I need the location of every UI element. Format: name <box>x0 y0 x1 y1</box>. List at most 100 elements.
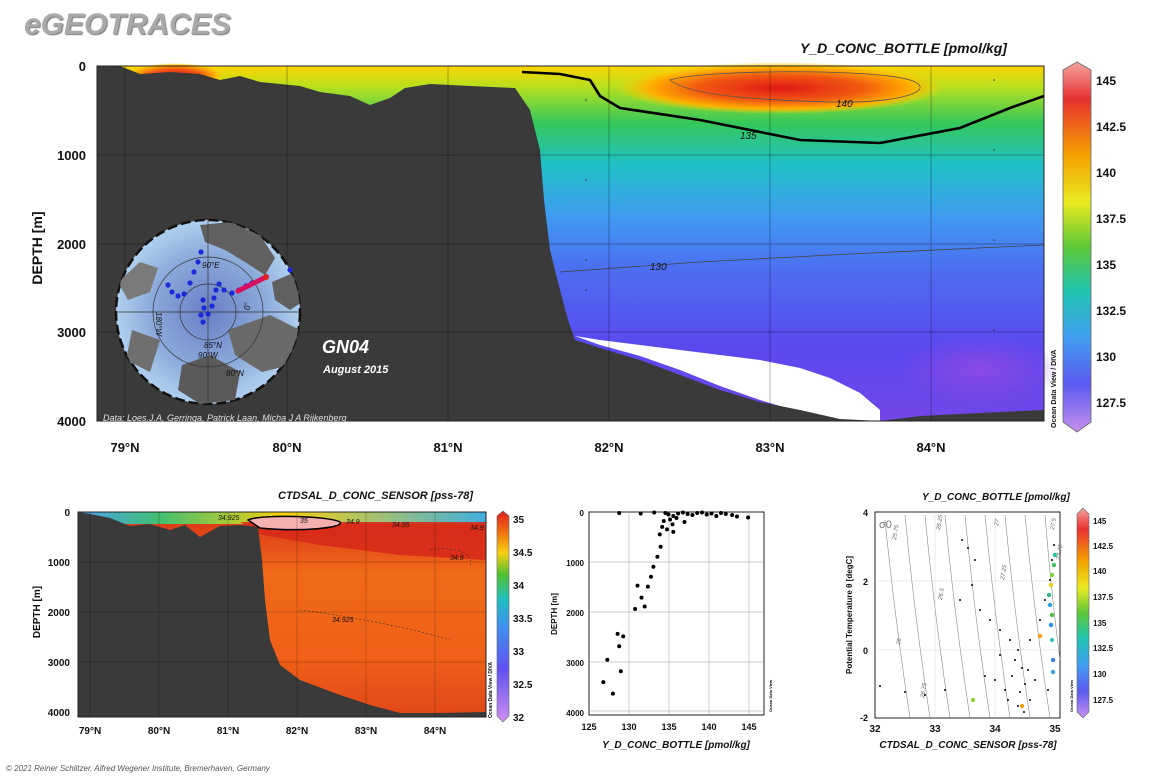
ts-isopycnal-label: 27.5 <box>1050 517 1058 531</box>
profile-points <box>601 510 751 696</box>
profile-point <box>709 511 714 516</box>
salinity-bathymetry <box>78 512 486 717</box>
ts-colorbar-tick: 145 <box>1093 517 1107 526</box>
main-contour-label-140: 140 <box>836 99 853 110</box>
profile-point <box>700 510 704 515</box>
ts-isopycnal-label: 26 <box>896 637 903 646</box>
profile-point <box>610 691 615 696</box>
ts-isopycnal-label: 27.25 <box>1000 564 1009 581</box>
profile-point <box>674 516 679 520</box>
profile-point <box>660 524 665 529</box>
salinity-y-tick: 1000 <box>48 558 71 569</box>
inset-label-85n: 85°N <box>204 341 222 350</box>
main-x-tick: 81°N <box>433 440 462 455</box>
salinity-colorbar: 35 34.5 34 33.5 33 32.5 32 Ocean Data Vi… <box>488 510 533 724</box>
profile-x-tick: 145 <box>741 722 756 732</box>
profile-gridlines <box>589 512 764 715</box>
ts-y-tick: 2 <box>863 577 868 587</box>
profile-y-ticks: 0 1000 2000 3000 4000 <box>566 509 584 718</box>
profile-point <box>661 519 666 523</box>
main-colorbar-tick: 135 <box>1096 258 1116 272</box>
salinity-contour-label: 35 <box>300 518 308 525</box>
profile-y-tick: 1000 <box>566 559 584 568</box>
main-colorbar-tick: 142.5 <box>1096 120 1126 134</box>
salinity-y-axis-label: DEPTH [m] <box>32 586 43 638</box>
ts-colorbar-scale <box>1076 507 1090 719</box>
main-station-dots <box>585 79 995 331</box>
profile-y-tick: 4000 <box>566 709 584 718</box>
main-y-tick: 2000 <box>57 237 86 252</box>
profile-plot: 125 130 135 140 145 0 1000 2000 3000 400… <box>550 509 773 751</box>
ts-isopycnal-label: 27.75 <box>1056 544 1065 561</box>
profile-point <box>666 512 671 517</box>
profile-point <box>671 529 676 534</box>
main-contour-130 <box>559 244 1045 273</box>
profile-x-ticks: 125 130 135 140 145 <box>581 722 756 732</box>
main-x-tick: 79°N <box>110 440 139 455</box>
ts-gridlines <box>875 512 1060 718</box>
profile-plot-frame <box>588 511 765 716</box>
main-chart-title: Y_D_CONC_BOTTLE [pmol/kg] <box>800 40 1007 56</box>
section-date: August 2015 <box>322 364 389 376</box>
main-y-tick: 4000 <box>57 414 86 429</box>
ts-x-axis-label: CTDSAL_D_CONC_SENSOR [pss-78] <box>879 740 1057 751</box>
profile-point <box>670 522 675 527</box>
profile-point <box>618 669 623 674</box>
inset-label-0: 0° <box>243 302 252 310</box>
profile-point <box>639 595 644 600</box>
profile-point <box>652 510 657 515</box>
profile-point <box>605 657 610 662</box>
profile-point <box>663 511 668 515</box>
salinity-chart-title: CTDSAL_D_CONC_SENSOR [pss-78] <box>278 490 473 502</box>
main-y-tick: 3000 <box>57 325 86 340</box>
ts-points-colored <box>970 552 1058 709</box>
ts-colorbar-tick: 135 <box>1093 619 1107 628</box>
profile-x-tick: 135 <box>661 722 676 732</box>
profile-point <box>642 604 647 609</box>
salinity-colorbar-tick: 34.5 <box>513 548 533 559</box>
main-contour-135 <box>521 70 1045 145</box>
ts-isopycnal-labels: 25.75 26 26.25 26.5 26.75 27 27.25 27.5 … <box>892 514 1065 699</box>
salinity-high-band <box>240 522 486 560</box>
profile-point <box>638 511 643 516</box>
profile-point <box>676 511 681 516</box>
profile-x-axis-label: Y_D_CONC_BOTTLE [pmol/kg] <box>602 740 750 751</box>
ts-x-tick: 32 <box>869 724 881 735</box>
ts-isopycnal-label: 26.75 <box>920 682 929 699</box>
inset-label-80n: 80°N <box>226 369 244 378</box>
salinity-colorbar-tick: 33 <box>513 647 525 658</box>
data-credits: Data: Loes.J.A. Gerringa, Patrick Laan, … <box>103 413 346 423</box>
profile-y-tick: 3000 <box>566 659 584 668</box>
profile-point <box>719 511 723 515</box>
salinity-contour-label: 34.9 <box>470 525 484 532</box>
ts-y-axis-label: Potential Temperature θ [degC] <box>845 556 854 674</box>
main-y-tick: 1000 <box>57 148 86 163</box>
profile-point <box>714 514 719 518</box>
profile-point <box>649 574 653 579</box>
main-max-patch <box>615 62 945 114</box>
ts-y-tick: -2 <box>860 713 868 723</box>
salinity-y-tick: 2000 <box>48 608 71 619</box>
ts-chart-title: Y_D_CONC_BOTTLE [pmol/kg] <box>922 492 1070 503</box>
salinity-colorbar-tick: 32.5 <box>513 680 533 691</box>
ts-points-black <box>879 539 1055 713</box>
main-colorbar-scale <box>1062 61 1092 433</box>
salinity-colorbar-tick: 35 <box>513 515 525 526</box>
profile-point <box>651 564 656 569</box>
salinity-x-ticks: 79°N 80°N 81°N 82°N 83°N 84°N <box>79 726 446 737</box>
salinity-x-tick: 82°N <box>286 726 308 737</box>
profile-x-tick: 125 <box>581 722 596 732</box>
main-colorbar-tick: 145 <box>1096 74 1116 88</box>
section-name: GN04 <box>322 337 369 357</box>
ts-isopycnals <box>884 514 1061 719</box>
ts-y-tick: 0 <box>863 646 868 656</box>
salinity-y-tick: 4000 <box>48 708 71 719</box>
salinity-section-plot: 34.925 35 34.9 34.95 34.9 34.9 34.925 79… <box>32 508 533 737</box>
salinity-colorbar-tick: 34 <box>513 581 525 592</box>
profile-point <box>735 514 739 519</box>
main-colorbar-tick: 132.5 <box>1096 304 1126 318</box>
salinity-colorbar-label: Ocean Data View / DIVA <box>488 662 494 718</box>
main-x-ticks: 79°N 80°N 81°N 82°N 83°N 84°N <box>110 440 945 455</box>
profile-point <box>704 512 709 517</box>
ts-colorbar-tick: 130 <box>1093 670 1107 679</box>
